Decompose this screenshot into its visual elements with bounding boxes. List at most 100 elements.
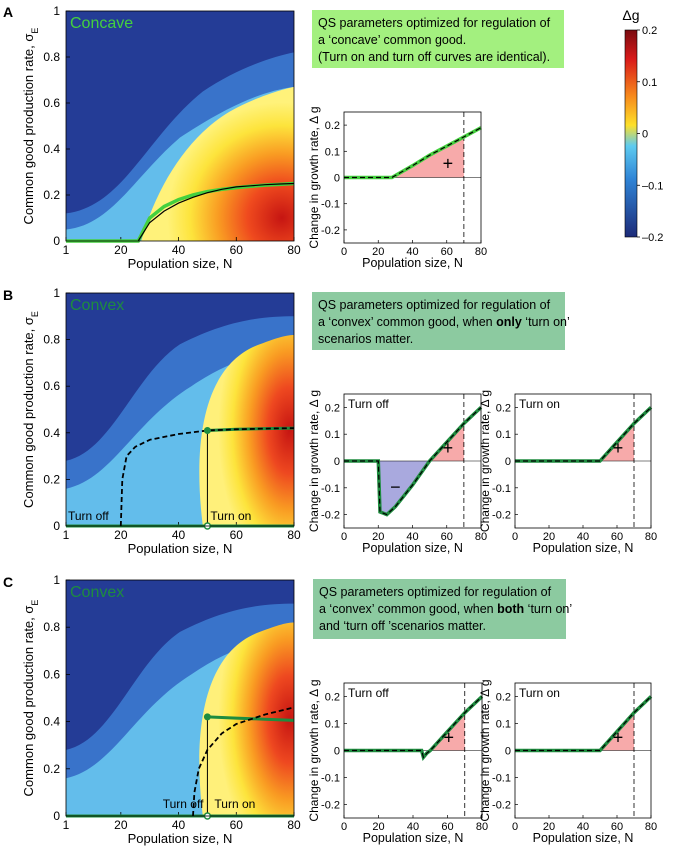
x-tick-label: 60 — [230, 243, 244, 257]
y-tick-label: 1 — [53, 4, 60, 18]
turn-off-label: Turn off — [68, 509, 109, 523]
x-tick-label: 80 — [475, 531, 487, 543]
x-axis-label: Population size, N — [533, 541, 634, 555]
note-post: ‘turn on’ — [524, 602, 572, 616]
y-tick-label: -0.2 — [321, 800, 340, 812]
map-title: Concave — [70, 15, 133, 32]
plus-sign: + — [613, 438, 624, 458]
x-tick-label: 0 — [512, 821, 518, 833]
x-tick-label: 20 — [543, 821, 555, 833]
note-pre: a ‘convex’ common good, when — [319, 602, 497, 616]
y-tick-label: 1 — [53, 573, 60, 587]
inset-c-1: 0 20 40 60 80 -0.2 -0.1 0 0.1 0.2 Turn off + Populat… — [307, 679, 488, 845]
y-tick-label: 0.2 — [496, 402, 511, 414]
inset-c-2: 0 20 40 60 80 -0.2 -0.1 0 0.1 0.2 Turn on + Populati… — [478, 679, 657, 845]
colorbar-tick-label: –0.2 — [642, 232, 663, 244]
y-tick-label: 0.2 — [325, 692, 340, 704]
y-tick-label: 0 — [334, 746, 340, 758]
note-line: QS parameters optimized for regulation o… — [319, 585, 552, 599]
x-tick-label: 0 — [341, 246, 347, 258]
plus-sign: + — [613, 727, 624, 747]
colorbar-tick-label: –0.1 — [642, 180, 663, 192]
heatmap-panel-c: 1 20 40 60 80 0 0.2 0.4 0.6 0.8 1 Convex Turn off Tur… — [3, 573, 301, 846]
inset-frame — [343, 393, 482, 529]
y-tick-label: 0.2 — [43, 188, 60, 202]
y-tick-label: 0.8 — [43, 50, 60, 64]
y-tick-label: 0.2 — [43, 762, 60, 776]
note-line: (Turn on and turn off curves are identic… — [318, 50, 550, 64]
map-title: Convex — [70, 584, 124, 601]
y-tick-label: -0.2 — [492, 800, 511, 812]
y-tick-label: 0.2 — [496, 692, 511, 704]
x-tick-label: 20 — [372, 821, 384, 833]
colorbar-title: Δg — [622, 7, 639, 23]
plus-sign: + — [443, 438, 454, 458]
x-tick-label: 1 — [63, 818, 70, 832]
x-tick-label: 40 — [406, 531, 418, 543]
y-axis-label: Change in growth rate, Δ g — [307, 679, 321, 821]
y-tick-label: 0.2 — [325, 402, 340, 414]
x-tick-label: 60 — [441, 246, 453, 258]
x-axis-label: Population size, N — [128, 256, 233, 271]
growth-line-dashed — [344, 696, 483, 759]
x-tick-label: 0 — [341, 531, 347, 543]
turn-on-label: Turn on — [210, 509, 251, 523]
turn-on-label: Turn on — [214, 797, 255, 811]
growth-line-dashed — [344, 127, 482, 179]
x-tick-label: 20 — [114, 528, 128, 542]
x-tick-label: 60 — [230, 818, 244, 832]
colorbar-tick-label: 0.2 — [642, 25, 657, 37]
y-axis-label: Common good production rate, σE — [21, 28, 40, 225]
note-line: a ‘convex’ common good, when only ‘turn … — [318, 315, 570, 329]
y-tick-label: 0.8 — [43, 620, 60, 634]
x-tick-label: 80 — [475, 246, 487, 258]
x-tick-label: 40 — [172, 528, 186, 542]
note-box — [313, 579, 566, 639]
x-tick-label: 80 — [645, 821, 657, 833]
inset-frame — [514, 682, 652, 819]
jump-marker-top — [203, 426, 211, 434]
x-tick-label: 40 — [407, 821, 419, 833]
note-box — [312, 292, 565, 350]
x-tick-label: 0 — [512, 531, 518, 543]
y-tick-label: -0.2 — [321, 225, 340, 237]
x-axis-label: Population size, N — [128, 541, 233, 556]
plus-sign: + — [443, 153, 454, 173]
y-axis-label-subscript: E — [30, 600, 40, 606]
x-tick-label: 40 — [577, 821, 589, 833]
x-axis-label: Population size, N — [362, 256, 463, 270]
y-tick-label: 0 — [53, 234, 60, 248]
y-tick-label: 0.6 — [43, 96, 60, 110]
y-axis-label-subscript: E — [30, 311, 40, 317]
x-tick-label: 40 — [577, 531, 589, 543]
y-tick-label: -0.1 — [492, 483, 511, 495]
y-axis-label-subscript: E — [30, 28, 40, 34]
x-tick-label: 60 — [230, 528, 244, 542]
x-tick-label: 20 — [114, 243, 128, 257]
inset-b-2: 0 20 40 60 80 -0.2 -0.1 0 0.1 0.2 Turn on + Populati… — [478, 390, 657, 555]
note-line: QS parameters optimized for regulation o… — [318, 16, 551, 30]
y-tick-label: 0 — [505, 456, 511, 468]
x-tick-label: 20 — [543, 531, 555, 543]
y-tick-label: 0.4 — [43, 715, 60, 729]
y-tick-label: -0.2 — [321, 510, 340, 522]
x-tick-label: 60 — [441, 531, 453, 543]
inset-frame — [343, 682, 483, 819]
x-tick-label: 40 — [172, 243, 186, 257]
note-line: a ‘concave’ common good. — [318, 33, 466, 47]
inset-frame — [343, 111, 482, 244]
y-tick-label: 0.8 — [43, 333, 60, 347]
note-panel-a: QS parameters optimized for regulation o… — [312, 10, 564, 68]
growth-line-dashed — [515, 406, 652, 462]
negative-area — [378, 461, 430, 515]
x-tick-label: 40 — [406, 246, 418, 258]
jump-marker-top — [203, 713, 211, 721]
y-tick-label: 0.6 — [43, 379, 60, 393]
y-tick-label: -0.1 — [492, 773, 511, 785]
note-line: a ‘convex’ common good, when both ‘turn … — [319, 602, 572, 616]
y-tick-label: 0 — [53, 519, 60, 533]
y-tick-label: 0 — [505, 746, 511, 758]
growth-line-dashed — [515, 696, 652, 752]
colorbar — [624, 29, 638, 238]
